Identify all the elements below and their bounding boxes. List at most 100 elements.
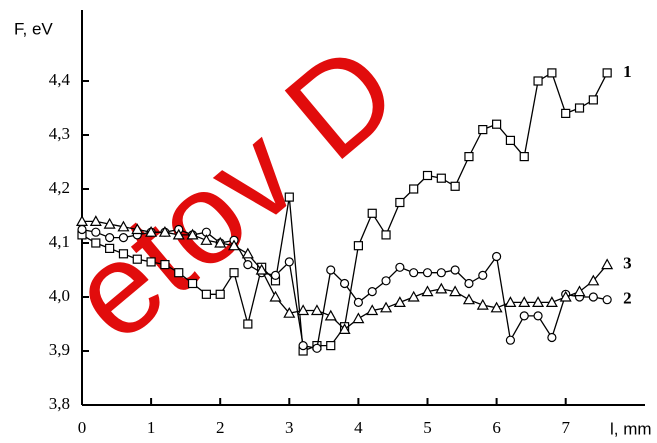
triangle-marker: [462, 293, 475, 305]
square-marker: [174, 268, 184, 278]
circle-marker: [492, 251, 502, 262]
circle-marker: [450, 265, 460, 275]
x-tick-label: 6: [492, 418, 501, 437]
x-tick-label: 7: [561, 418, 570, 437]
circle-marker: [326, 265, 336, 275]
circle-marker: [91, 227, 101, 237]
x-tick-label: 0: [78, 418, 87, 437]
square-marker: [533, 76, 543, 86]
y-tick-label: 3,8: [49, 394, 70, 413]
triangle-marker: [338, 323, 351, 334]
triangle-marker: [421, 285, 434, 297]
square-marker: [395, 197, 405, 208]
y-tick-label: 4,1: [49, 232, 70, 251]
square-marker: [588, 95, 598, 105]
circle-marker: [284, 257, 294, 267]
triangle-marker: [145, 225, 158, 237]
square-marker: [105, 243, 115, 253]
x-tick-label: 4: [354, 418, 363, 437]
square-marker: [561, 108, 571, 119]
triangle-marker: [587, 274, 600, 286]
circle-marker: [422, 268, 433, 278]
triangle-marker: [490, 301, 503, 313]
y-tick-label: 3,9: [49, 340, 70, 359]
circle-marker: [395, 262, 405, 272]
y-tick-label: 4,3: [49, 124, 70, 143]
series-label: 2: [623, 289, 632, 308]
triangle-marker: [172, 228, 185, 240]
triangle-marker: [269, 290, 282, 302]
circle-marker: [602, 295, 612, 305]
triangle-marker: [297, 304, 310, 316]
x-tick-label: 1: [147, 418, 156, 437]
triangle-marker: [186, 228, 199, 240]
square-marker: [201, 289, 211, 299]
triangle-marker: [476, 298, 489, 310]
circle-marker: [588, 292, 598, 302]
triangle-marker: [117, 220, 130, 232]
triangle-marker: [449, 285, 462, 297]
square-marker: [284, 192, 294, 202]
square-marker: [229, 268, 239, 278]
square-marker: [602, 68, 612, 78]
square-marker: [146, 257, 156, 267]
series-label: 3: [623, 254, 632, 273]
square-marker: [381, 230, 391, 240]
circle-marker: [339, 278, 350, 289]
x-axis-label: l, mm: [610, 419, 652, 438]
square-marker: [367, 208, 377, 218]
square-marker: [450, 181, 460, 191]
square-marker: [215, 289, 225, 299]
triangle-marker: [366, 304, 379, 316]
square-marker: [160, 260, 170, 270]
circle-marker: [547, 332, 557, 343]
square-marker: [409, 184, 419, 194]
triangle-marker: [393, 296, 406, 307]
circle-marker: [464, 278, 474, 289]
triangle-marker: [228, 239, 241, 251]
triangle-marker: [573, 285, 586, 297]
circle-marker: [243, 260, 253, 270]
circle-marker: [353, 297, 363, 307]
square-marker: [547, 68, 557, 78]
circle-marker: [77, 224, 87, 235]
triangle-marker: [435, 282, 448, 294]
circle-marker: [118, 233, 129, 243]
triangle-marker: [75, 215, 89, 226]
square-marker: [505, 135, 516, 145]
square-marker: [132, 254, 142, 264]
square-marker: [118, 249, 129, 259]
square-marker: [91, 238, 101, 248]
triangle-marker: [532, 296, 545, 307]
x-tick-label: 5: [423, 418, 432, 437]
triangle-marker: [158, 225, 171, 237]
square-marker: [422, 170, 433, 181]
watermark: etov D: [42, 15, 424, 368]
circle-marker: [381, 276, 391, 286]
triangle-marker: [352, 312, 365, 324]
triangle-marker: [518, 296, 531, 307]
triangle-marker: [89, 215, 102, 226]
y-tick-label: 4,2: [49, 178, 70, 197]
circle-marker: [409, 268, 419, 278]
x-tick-label: 2: [216, 418, 225, 437]
square-marker: [326, 341, 336, 351]
triangle-marker: [241, 247, 254, 259]
triangle-marker: [214, 236, 227, 248]
square-marker: [519, 152, 529, 162]
circle-marker: [298, 341, 308, 351]
circle-marker: [436, 268, 446, 278]
triangle-marker: [380, 301, 393, 313]
square-marker: [464, 152, 474, 162]
triangle-marker: [601, 258, 614, 270]
triangle-marker: [131, 223, 144, 235]
square-marker: [492, 119, 502, 129]
square-marker: [243, 319, 253, 329]
series-label: 1: [623, 62, 632, 81]
circle-marker: [505, 335, 516, 345]
triangle-marker: [324, 309, 337, 321]
triangle-marker: [545, 296, 558, 307]
triangle-marker: [283, 306, 296, 318]
square-marker: [436, 173, 446, 183]
triangle-marker: [103, 217, 116, 229]
